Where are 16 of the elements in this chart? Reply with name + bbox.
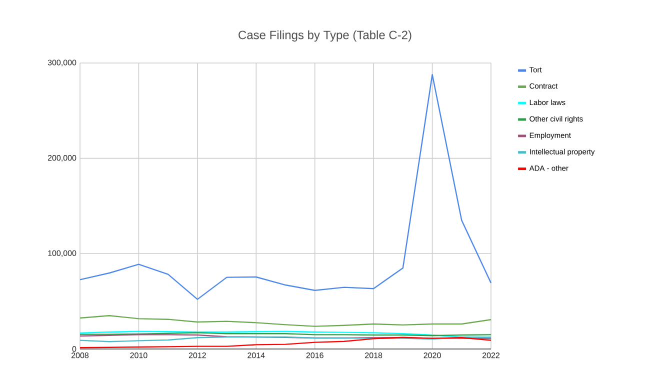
- y-tick-label: 200,000: [48, 155, 76, 162]
- x-tick-label: 2018: [365, 352, 382, 358]
- y-tick-label: 100,000: [48, 250, 76, 257]
- line-series: [79, 315, 492, 327]
- chart-title: Case Filings by Type (Table C-2): [238, 30, 412, 42]
- x-tick-label: 2010: [130, 352, 148, 358]
- y-tick-label: 300,000: [48, 60, 76, 66]
- x-tick-label: 2014: [248, 352, 265, 358]
- line-series: [79, 74, 492, 300]
- x-tick-label: 2008: [72, 352, 89, 358]
- x-tick-label: 2012: [188, 352, 206, 358]
- x-tick-label: 2016: [306, 352, 324, 358]
- x-tick-label: 2020: [424, 352, 441, 358]
- y-tick-label: 0: [72, 346, 76, 352]
- line-series: [79, 336, 492, 348]
- x-tick-label: 2022: [482, 352, 500, 358]
